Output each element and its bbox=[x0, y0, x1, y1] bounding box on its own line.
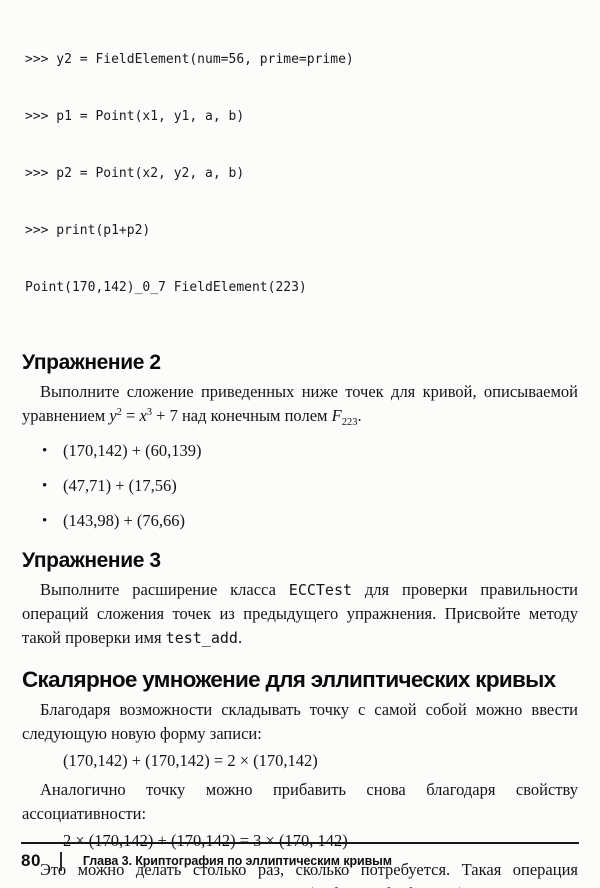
bullet-icon: • bbox=[42, 443, 48, 459]
page-number: 80 bbox=[21, 851, 41, 870]
code-line: >>> p2 = Point(x2, y2, a, b) bbox=[25, 166, 245, 181]
text-run: + 7 над конечным полем bbox=[152, 406, 332, 425]
equation-triple-point: 2 × (170,142) + (170,142) = 3 × (170, 14… bbox=[63, 831, 348, 850]
bullet-icon: • bbox=[42, 478, 48, 494]
scalar-para-2: Аналогично точку можно прибавить снова б… bbox=[22, 780, 578, 823]
exercise2-point-list: • (170,142) + (60,139) • (47,71) + (17,5… bbox=[22, 439, 578, 533]
code-line: Point(170,142)_0_7 FieldElement(223) bbox=[25, 280, 307, 295]
scalar-para-3: Это можно делать столько раз, сколько по… bbox=[22, 858, 578, 888]
exercise3-body: Выполните расширение класса ECCTest для … bbox=[22, 578, 578, 650]
text-run: Выполните сложение приведенных ниже точе… bbox=[22, 382, 578, 425]
text-run: . bbox=[237, 628, 243, 647]
list-item: • (143,98) + (76,66) bbox=[42, 509, 578, 533]
text-run: (scalar multiplication) и отличается нал… bbox=[22, 884, 578, 888]
chapter-title: Глава 3. Криптография по эллиптическим к… bbox=[82, 854, 392, 868]
text-run: test_add bbox=[165, 629, 238, 647]
text-run: x bbox=[139, 406, 147, 425]
point-addition-text: (170,142) + (60,139) bbox=[63, 441, 202, 460]
exercise2-heading: Упражнение 2 bbox=[22, 351, 161, 374]
list-item: • (47,71) + (17,56) bbox=[42, 474, 578, 498]
text-run: ECCTest bbox=[288, 581, 353, 599]
page-footer: 80 Глава 3. Криптография по эллиптически… bbox=[21, 842, 579, 871]
point-addition-text: (47,71) + (17,56) bbox=[63, 476, 177, 495]
text-run: 223 bbox=[341, 417, 358, 428]
scalar-para-1: Благодаря возможности складывать точку с… bbox=[22, 700, 578, 743]
text-run: для проверки правильности операций сложе… bbox=[22, 580, 578, 647]
code-line: >>> p1 = Point(x1, y1, a, b) bbox=[25, 109, 245, 124]
text-run: 2 bbox=[116, 407, 122, 418]
code-line: >>> print(p1+p2) bbox=[25, 223, 151, 238]
text-run: Это можно делать столько раз, сколько по… bbox=[22, 860, 578, 888]
text-run: . bbox=[357, 406, 362, 425]
text-run: скалярным умножением bbox=[114, 884, 294, 888]
exercise2-intro: Выполните сложение приведенных ниже точе… bbox=[22, 380, 578, 428]
text-run: y bbox=[109, 406, 117, 425]
text-run: Выполните расширение класса bbox=[40, 580, 289, 599]
exercise3-heading: Упражнение 3 bbox=[22, 549, 161, 572]
code-line: >>> y2 = FieldElement(num=56, prime=prim… bbox=[25, 52, 354, 67]
text-run: 3 bbox=[146, 407, 153, 418]
scalar-multiplication-section-heading: Скалярное умножение для эллиптических кр… bbox=[22, 667, 556, 692]
text-run: = bbox=[121, 406, 140, 425]
list-item: • (170,142) + (60,139) bbox=[42, 439, 578, 463]
python-console-listing: >>> y2 = FieldElement(num=56, prime=prim… bbox=[25, 12, 578, 335]
equation-double-point: (170,142) + (170,142) = 2 × (170,142) bbox=[63, 751, 318, 770]
point-addition-text: (143,98) + (76,66) bbox=[63, 511, 186, 530]
footer-divider bbox=[59, 851, 62, 871]
bullet-icon: • bbox=[42, 513, 48, 529]
text-run: F bbox=[331, 406, 342, 425]
